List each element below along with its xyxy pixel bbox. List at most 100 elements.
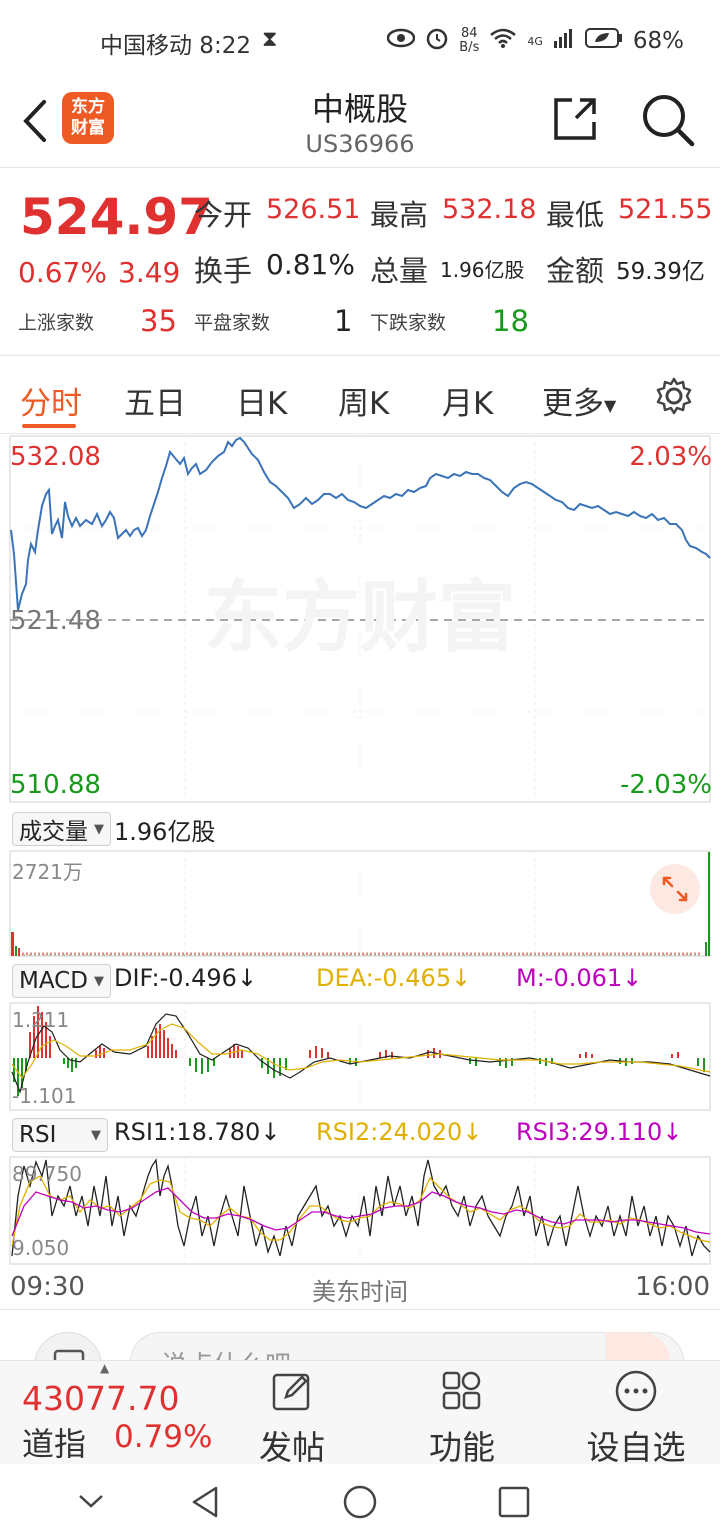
high-label: 最高 (370, 198, 429, 232)
time-axis: 09:30 美东时间 16:00 (0, 1266, 720, 1310)
caret-down-icon: ▼ (604, 396, 617, 415)
tab-daily-k[interactable]: 日K (236, 386, 288, 422)
gear-icon (656, 377, 692, 415)
wifi-icon (489, 27, 517, 55)
alarm-icon (425, 26, 449, 56)
pct-axis-bottom: -2.03% (620, 770, 712, 800)
low-value: 521.55 (618, 194, 713, 225)
rsi3-line (11, 1187, 711, 1237)
caret-down-icon: ▼ (94, 821, 104, 837)
index-ticker[interactable]: ▲ 43077.70 道指 0.79% (20, 1361, 230, 1465)
caret-down-icon: ▼ (93, 973, 104, 989)
index-value: 43077.70 (22, 1379, 180, 1418)
price-axis-bottom: 510.88 (10, 770, 101, 800)
battery-icon (584, 27, 623, 55)
rise-count: 35 (140, 304, 177, 338)
volume-value: 1.96亿股 (440, 258, 525, 282)
more-icon (615, 1370, 657, 1412)
tab-five-day[interactable]: 五日 (124, 386, 186, 422)
macd-axis-bottom: -1.101 (12, 1084, 77, 1108)
network-type: 4G (527, 34, 543, 48)
quote-panel: 524.97 0.67% 3.49 今开 526.51 最高 532.18 最低… (0, 170, 720, 356)
rsi-header: RSI ▼ RSI1:18.780↓ RSI2:24.020↓ RSI3:29.1… (0, 1114, 720, 1154)
rsi-axis-bottom: 9.050 (12, 1236, 70, 1260)
macd-chart[interactable]: 1.211 -1.101 (0, 1002, 720, 1112)
rsi1-line (11, 1158, 711, 1257)
time-start: 09:30 (10, 1272, 85, 1302)
comment-bar: 说点什么吧 (0, 1312, 720, 1360)
tab-weekly-k[interactable]: 周K (338, 386, 390, 422)
expand-icon (662, 876, 688, 902)
chevron-left-icon (23, 100, 46, 142)
pct-axis-top: 2.03% (629, 442, 712, 472)
turnover-label: 换手 (194, 254, 253, 288)
rsi-axis-top: 89.750 (12, 1162, 82, 1186)
rsi2-value: RSI2:24.020↓ (316, 1118, 483, 1146)
comment-list-button[interactable] (34, 1332, 102, 1360)
fall-count: 18 (492, 304, 529, 338)
watermark: 东方财富 (204, 573, 516, 663)
app-logo[interactable]: 东方 财富 (62, 92, 114, 144)
volume-max-label: 2721万 (12, 860, 83, 884)
tab-intraday[interactable]: 分时 (20, 386, 82, 422)
rsi3-value: RSI3:29.110↓ (516, 1118, 683, 1146)
chevron-down-icon[interactable] (74, 1484, 108, 1518)
add-watchlist-button[interactable]: 设自选 (578, 1361, 694, 1467)
back-button[interactable] (16, 96, 56, 146)
search-icon (643, 95, 695, 147)
status-bar: 中国移动 8:22 ⧗ 84 B/s 4G 68% (0, 0, 720, 84)
low-label: 最低 (546, 198, 605, 232)
grid-icon (442, 1371, 481, 1410)
rsi-chart[interactable]: 89.750 9.050 (0, 1156, 720, 1266)
turnover-value: 0.81% (266, 248, 355, 281)
hourglass-icon: ⧗ (262, 27, 278, 52)
price-line (10, 436, 711, 611)
nav-back-icon[interactable] (186, 1482, 226, 1522)
battery-percent: 68% (632, 28, 684, 54)
comment-icon (53, 1349, 85, 1360)
amount-value: 59.39亿 (616, 259, 705, 285)
index-pct: 0.79% (114, 1419, 213, 1455)
volume-chart[interactable]: 2721万 (0, 850, 720, 958)
current-price: 524.97 (20, 188, 213, 246)
open-label: 今开 (194, 198, 253, 232)
rsi2-line (11, 1175, 711, 1247)
post-button[interactable]: 发帖 (244, 1361, 340, 1467)
status-icons: 84 B/s 4G 68% (387, 26, 684, 56)
rsi1-value: RSI1:18.780↓ (114, 1118, 281, 1146)
nav-recents-icon[interactable] (494, 1482, 534, 1522)
nav-home-icon[interactable] (340, 1482, 380, 1522)
carrier-time: 中国移动 8:22 (100, 33, 251, 59)
expand-chart-button[interactable] (650, 864, 700, 914)
volume-total: 1.96亿股 (114, 818, 216, 846)
amount-label: 金额 (546, 254, 605, 288)
tab-monthly-k[interactable]: 月K (442, 386, 494, 422)
bottom-toolbar: ▲ 43077.70 道指 0.79% 发帖 功能 设自选 (0, 1360, 720, 1467)
macd-axis-top: 1.211 (12, 1008, 70, 1032)
open-value: 526.51 (266, 194, 361, 225)
net-speed: 84 B/s (459, 26, 480, 55)
comment-placeholder: 说点什么吧 (161, 1345, 291, 1360)
rise-label: 上涨家数 (18, 312, 95, 334)
volume-indicator-select[interactable]: 成交量 ▼ (12, 812, 111, 846)
stock-code: US36966 (305, 130, 415, 158)
share-button[interactable] (550, 94, 600, 144)
price-axis-mid: 521.48 (10, 606, 101, 636)
intraday-price-chart[interactable]: 东方财富 532.08 521.48 510.88 2.03% -2.03% (0, 434, 720, 806)
volume-header: 成交量 ▼ 1.96亿股 (0, 808, 720, 848)
search-button[interactable] (640, 92, 696, 148)
flat-label: 平盘家数 (194, 312, 271, 334)
header: 中概股 US36966 东方 财富 (0, 84, 720, 168)
macd-dif-line (11, 1013, 711, 1094)
edit-icon (272, 1373, 310, 1411)
macd-dea-line (11, 1023, 711, 1080)
comment-input[interactable]: 说点什么吧 (130, 1332, 684, 1360)
macd-indicator-select[interactable]: MACD ▼ (12, 964, 111, 998)
functions-button[interactable]: 功能 (414, 1361, 510, 1467)
tab-more[interactable]: 更多▼ (542, 386, 617, 422)
settings-button[interactable] (654, 376, 694, 420)
high-value: 532.18 (442, 194, 537, 225)
price-axis-top: 532.08 (10, 442, 101, 472)
flat-count: 1 (334, 304, 353, 338)
rsi-indicator-select[interactable]: RSI ▼ (12, 1118, 108, 1152)
